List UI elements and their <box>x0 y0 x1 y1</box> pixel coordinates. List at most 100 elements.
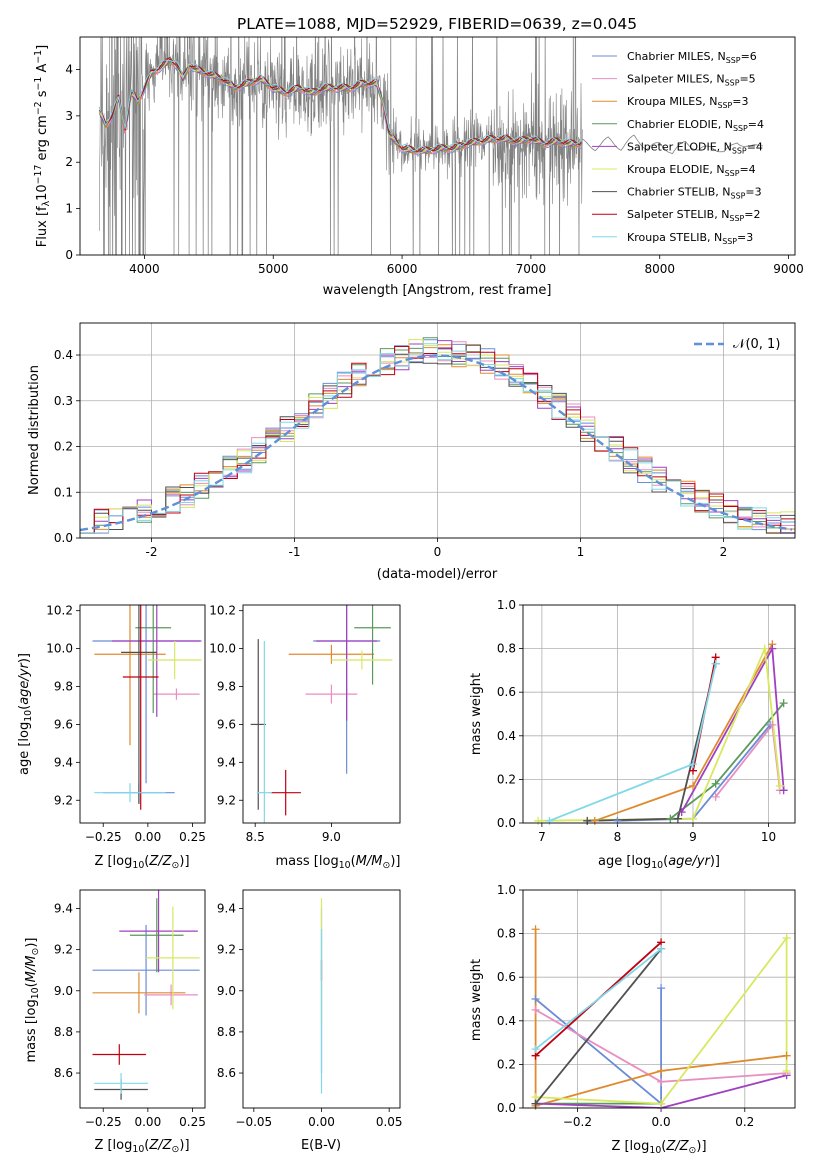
x-tick-label: −0.25 <box>85 830 122 844</box>
weight-marker <box>782 1066 791 1075</box>
weight-marker <box>711 792 720 801</box>
weight-line <box>534 948 662 1105</box>
y-tick-label: 0.8 <box>497 642 516 656</box>
figure-title: PLATE=1088, MJD=52929, FIBERID=0639, z=0… <box>237 15 637 33</box>
plot-area <box>80 323 795 538</box>
x-tick-label: 9000 <box>773 262 804 276</box>
x-tick-label: 0.00 <box>134 1115 161 1129</box>
weight-marker <box>768 644 777 653</box>
plot-area <box>523 605 795 823</box>
x-tick-label: 2 <box>720 545 728 559</box>
weight-marker <box>673 814 682 823</box>
x-axis-label: mass [log10(M/M⊙)] <box>276 854 401 871</box>
y-tick-label: 0.4 <box>497 729 516 743</box>
y-axis-label: mass weight <box>469 673 484 755</box>
model-spectrum-6 <box>98 57 582 153</box>
y-tick-label: 10.2 <box>46 604 73 618</box>
x-tick-label: 0.0 <box>652 1115 671 1129</box>
weight-line <box>538 645 781 822</box>
axes-frame <box>242 604 401 824</box>
y-axis-label: Flux [fλ10−17 erg cm−2 s−1 A−1] <box>33 45 52 247</box>
y-axis-label: mass [log10(M/M⊙)] <box>24 938 41 1063</box>
x-axis-label: (data-model)/error <box>377 567 498 582</box>
y-tick-label: 9.2 <box>217 793 236 807</box>
y-tick-label: 2 <box>65 155 73 169</box>
weight-marker <box>657 1077 666 1086</box>
y-axis-label: age [log10(age/yr)] <box>17 653 34 775</box>
y-tick-label: 8.6 <box>217 1066 236 1080</box>
weight-line <box>535 1074 787 1108</box>
legend-label-5: Kroupa ELODIE, NSSP=4 <box>627 163 756 178</box>
y-tick-label: 0.8 <box>497 927 516 941</box>
x-tick-label: 0.25 <box>179 830 206 844</box>
weight-marker <box>657 944 666 953</box>
y-tick-label: 9.4 <box>54 755 73 769</box>
weight-marker <box>531 1005 540 1014</box>
x-axis-label: Z [log10(Z/Z⊙)] <box>611 1139 706 1156</box>
x-axis-label-ebv: E(B-V) <box>301 1138 341 1153</box>
axes-weight-vs-age: 7 8 9 10 0.0 0.2 0.4 0.6 0.8 1.0 age [log10(age/yr… <box>469 598 796 871</box>
x-tick-label: 4000 <box>129 262 160 276</box>
y-tick-label: 9.2 <box>54 793 73 807</box>
weight-marker <box>782 1051 791 1060</box>
y-tick-label: 0.6 <box>497 970 516 984</box>
x-tick-label: −0.05 <box>235 1115 272 1129</box>
weight-marker <box>711 659 720 668</box>
y-tick-label: 1.0 <box>497 598 516 612</box>
axes-frame <box>79 36 796 256</box>
weight-marker <box>760 644 769 653</box>
plot-area <box>523 890 795 1108</box>
weight-line <box>617 724 771 822</box>
x-tick-label: -2 <box>146 545 158 559</box>
y-tick-label: 0.2 <box>497 772 516 786</box>
weight-marker <box>534 816 543 825</box>
x-tick-label: 9.0 <box>322 830 341 844</box>
axes-weight-vs-Z: −0.2 0.0 0.2 0.0 0.2 0.4 0.6 0.8 1.0 Z [log10(Z/Z… <box>469 883 796 1156</box>
observed-spectrum <box>99 37 583 255</box>
plot-area <box>92 605 202 810</box>
axes-spectrum: 4000 5000 6000 7000 8000 9000 0 1 2 3 4 wavelength … <box>33 36 804 298</box>
x-tick-label: 8 <box>614 830 622 844</box>
legend-label-0: Chabrier MILES, NSSP=6 <box>627 50 757 65</box>
y-tick-label: 10.0 <box>46 642 73 656</box>
axes-frame <box>79 322 796 539</box>
y-tick-label: 4 <box>65 62 73 76</box>
weight-line <box>587 663 717 822</box>
x-tick-label: 6000 <box>387 262 418 276</box>
y-tick-label: 0.1 <box>54 485 73 499</box>
axes-age-vs-Z: −0.25 0.00 0.25 9.2 9.4 9.6 9.8 10.0 10.2 Z [log1… <box>17 604 206 871</box>
y-tick-label: 10.0 <box>209 642 236 656</box>
histogram-8 <box>80 343 795 534</box>
weight-marker <box>531 1099 540 1108</box>
x-tick-label: 8000 <box>644 262 675 276</box>
weight-marker <box>775 781 784 790</box>
x-tick-label: −0.25 <box>85 1115 122 1129</box>
x-tick-label: 10 <box>761 830 776 844</box>
weight-marker <box>613 816 622 825</box>
x-axis-label: Z [log10(Z/Z⊙)] <box>94 854 189 871</box>
y-tick-label: 10.2 <box>209 604 236 618</box>
legend-label-3: Chabrier ELODIE, NSSP=4 <box>627 118 764 133</box>
legend-label-gauss: 𝒩(0, 1) <box>733 337 780 352</box>
y-tick-label: 0.0 <box>497 1101 516 1115</box>
x-tick-label: 8.5 <box>246 830 265 844</box>
x-tick-label: 5000 <box>258 262 289 276</box>
y-tick-label: 8.8 <box>54 1025 73 1039</box>
y-tick-label: 0.2 <box>54 440 73 454</box>
x-tick-label: 0.05 <box>376 1115 403 1129</box>
x-tick-label: 9 <box>689 830 697 844</box>
plot-area <box>250 605 393 823</box>
observed-spectrum-tail <box>582 134 763 154</box>
y-tick-label: 9.6 <box>217 717 236 731</box>
weight-marker <box>689 814 697 823</box>
y-tick-label: 9.4 <box>54 902 73 916</box>
weight-marker <box>657 984 666 993</box>
weight-marker <box>590 816 599 825</box>
weight-marker <box>689 760 697 769</box>
weight-marker <box>531 1045 540 1054</box>
plot-area <box>92 890 200 1100</box>
y-tick-label: 3 <box>65 109 73 123</box>
y-tick-label: 0.2 <box>497 1057 516 1071</box>
y-axis-label: Normed distribution <box>27 365 42 495</box>
